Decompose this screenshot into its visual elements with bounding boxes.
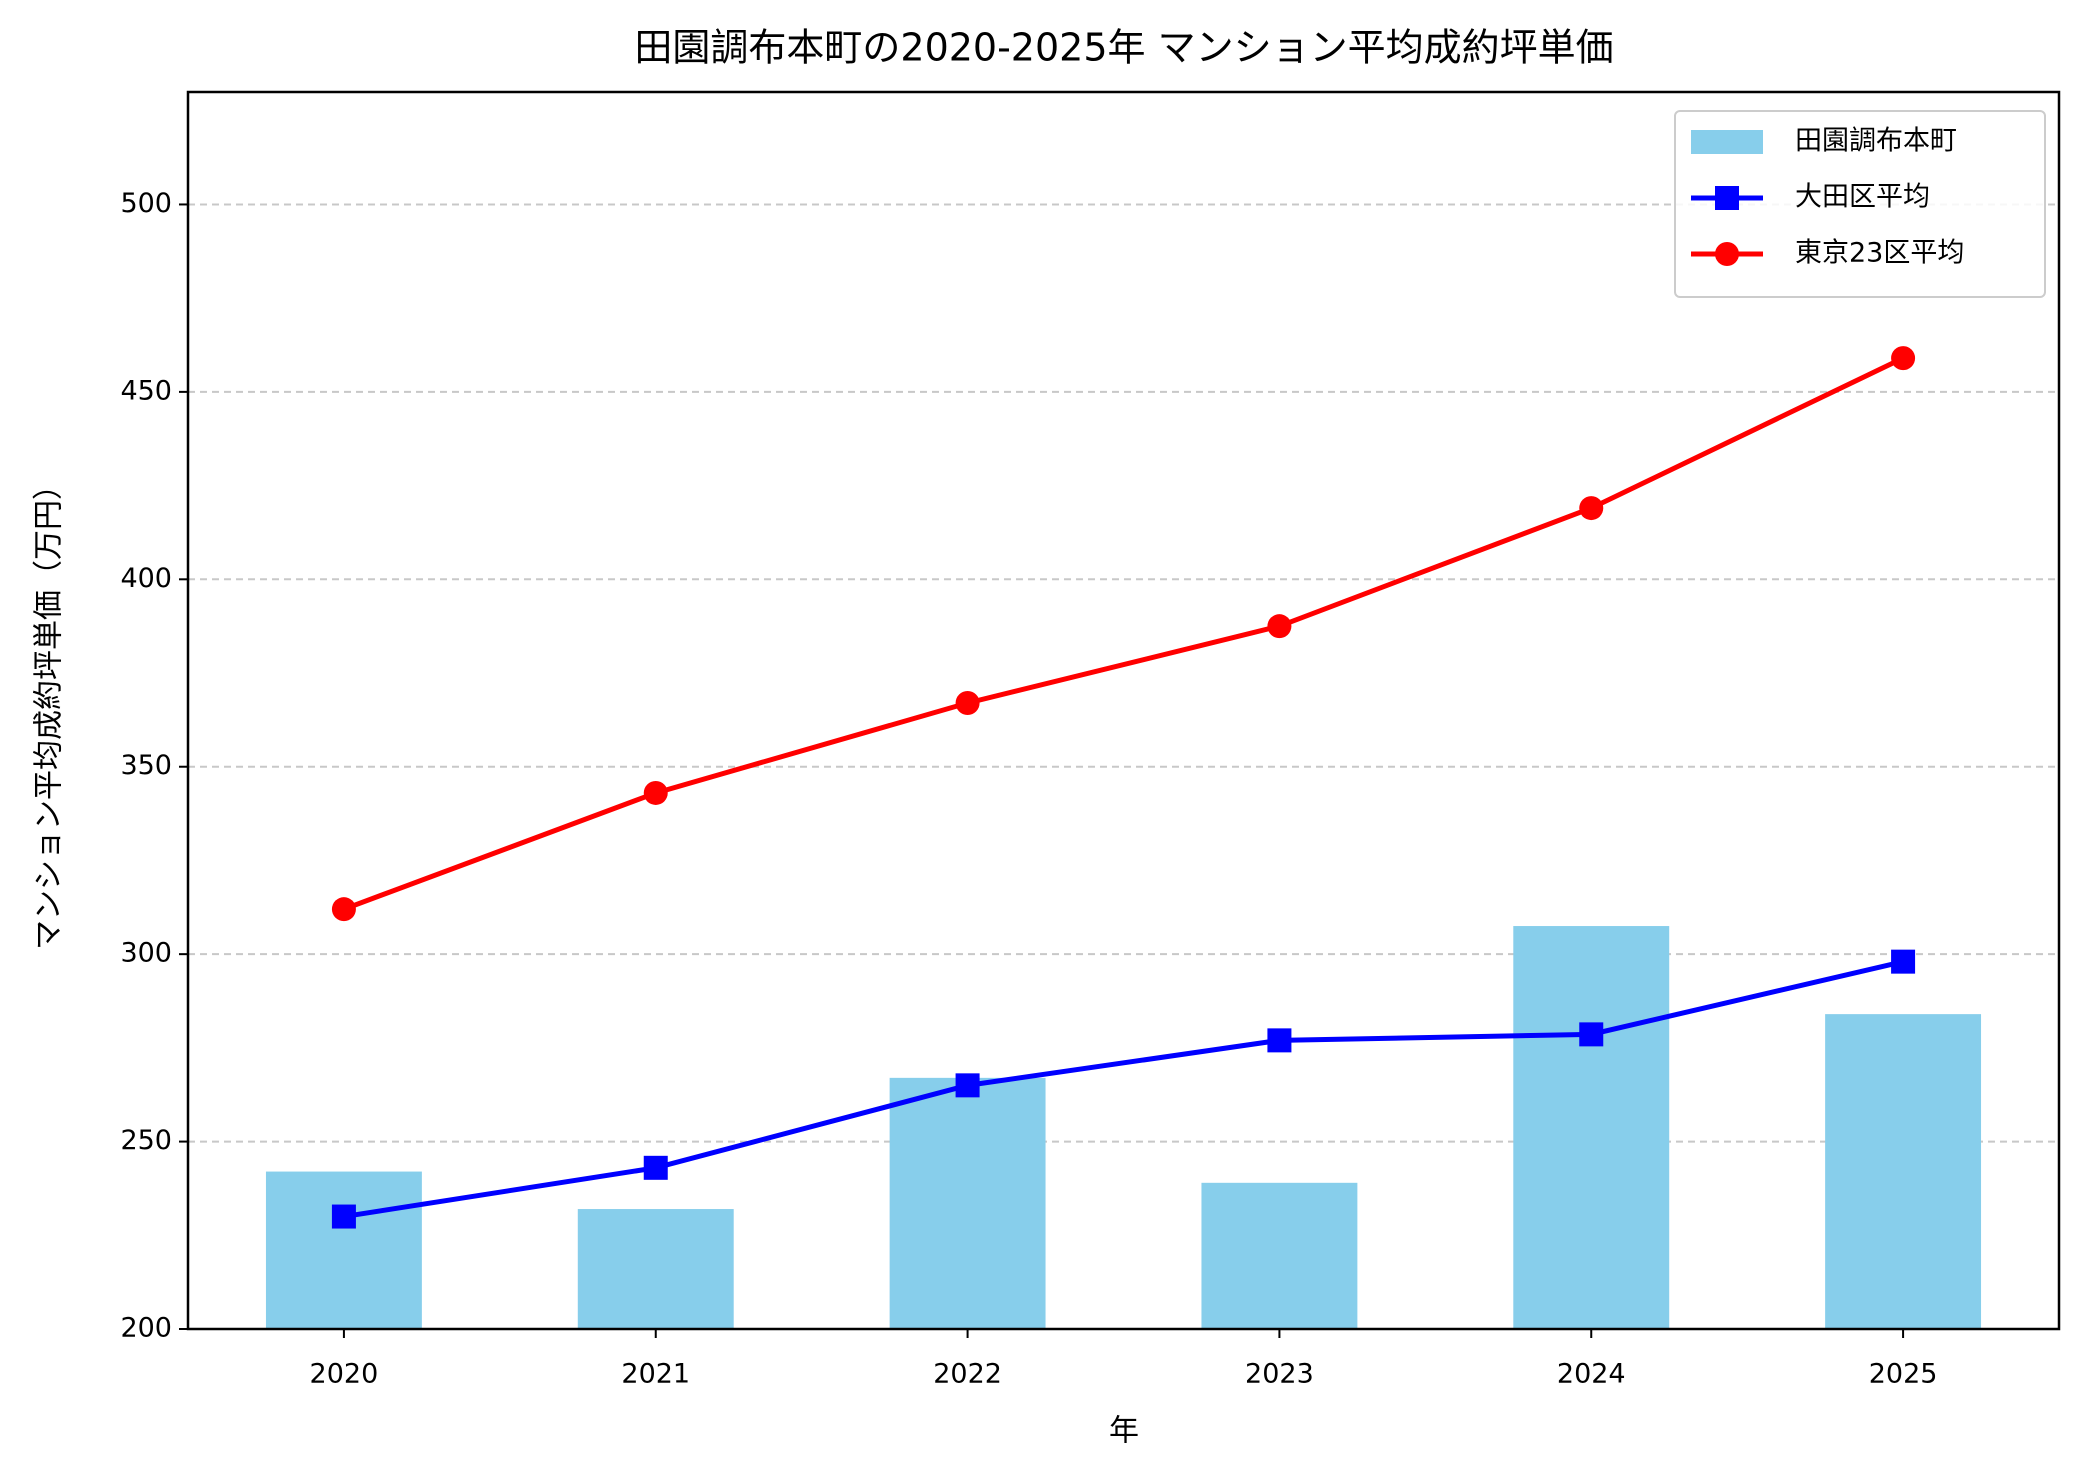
marker	[1267, 1028, 1292, 1053]
marker	[1579, 496, 1604, 521]
bar	[1513, 926, 1670, 1329]
y-tick-label: 400	[120, 563, 172, 594]
line	[343, 355, 1905, 912]
plot-frame	[186, 90, 2061, 1331]
y-tick-label: 500	[120, 188, 172, 219]
x-axis-label: 年	[1109, 1414, 1139, 1449]
y-tick-label: 250	[120, 1125, 172, 1156]
marker	[331, 1204, 356, 1229]
x-tick-label: 2024	[1557, 1359, 1626, 1390]
marker	[1267, 614, 1292, 639]
bar	[265, 1171, 422, 1329]
marker	[1891, 949, 1916, 974]
y-tick-label: 350	[120, 750, 172, 781]
y-axis-label: マンション平均成約坪単価（万円）	[32, 470, 67, 950]
x-tick-label: 2023	[1245, 1359, 1314, 1390]
bar	[1201, 1182, 1358, 1329]
x-tick-label: 2021	[621, 1359, 690, 1390]
marker	[643, 780, 668, 805]
bar	[1825, 1014, 1982, 1329]
legend-label: 東京23区平均	[1795, 238, 1964, 269]
marker	[955, 1073, 980, 1098]
line	[343, 959, 1904, 1220]
marker	[1579, 1022, 1604, 1047]
legend-box	[1674, 110, 2046, 298]
marker	[955, 691, 980, 716]
legend-marker	[1715, 242, 1739, 266]
x-tick-label: 2025	[1869, 1359, 1938, 1390]
chart-title: 田園調布本町の2020-2025年 マンション平均成約坪単価	[634, 26, 1613, 70]
legend-label: 田園調布本町	[1795, 126, 1957, 157]
x-tick-label: 2022	[933, 1359, 1002, 1390]
y-tick-label: 300	[120, 938, 172, 969]
marker	[643, 1155, 668, 1180]
bar	[577, 1209, 734, 1329]
legend-label: 大田区平均	[1795, 182, 1930, 213]
marker	[1891, 346, 1916, 371]
marker	[331, 897, 356, 922]
bar	[889, 1077, 1046, 1329]
legend-marker	[1715, 186, 1739, 210]
x-tick-label: 2020	[310, 1359, 379, 1390]
y-tick-label: 450	[120, 375, 172, 406]
legend-swatch	[1691, 130, 1763, 154]
y-tick-label: 200	[120, 1313, 172, 1344]
